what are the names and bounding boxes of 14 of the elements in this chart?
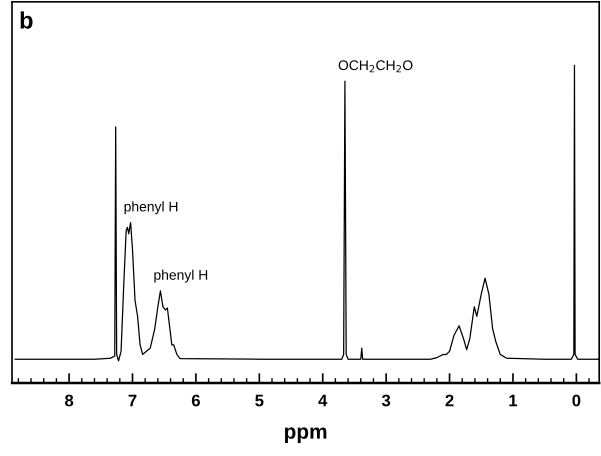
- x-tick-label: 0: [572, 394, 580, 406]
- x-tick-label: 3: [382, 394, 390, 406]
- x-tick-label: 1: [509, 394, 518, 406]
- x-tick-label: 5: [255, 394, 264, 406]
- x-tick-label: 6: [192, 394, 200, 406]
- annotation: phenyl H: [124, 201, 178, 214]
- x-tick-label: 4: [318, 394, 328, 406]
- annotation: phenyl H: [154, 270, 208, 283]
- text: b: [20, 11, 33, 29]
- x-tick-label: 2: [445, 394, 454, 406]
- x-tick-label: 7: [128, 394, 136, 406]
- x-tick-label: 8: [64, 394, 74, 406]
- annotation: OCH$_{2}$CH$_{2}$O: [338, 60, 412, 72]
- x-axis-title: ppm: [284, 427, 326, 443]
